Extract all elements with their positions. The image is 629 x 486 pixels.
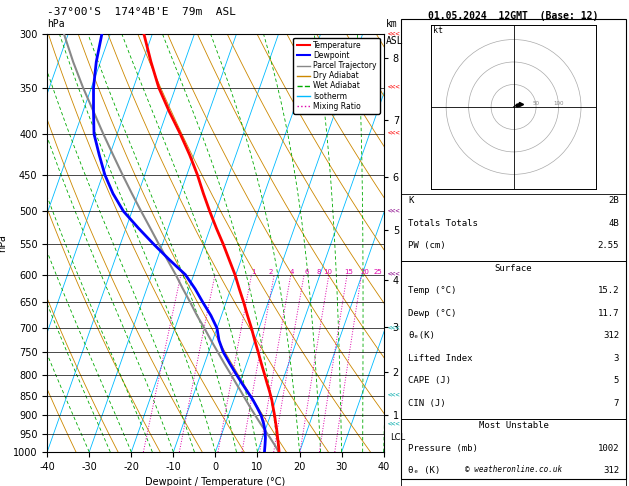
Text: Most Unstable: Most Unstable xyxy=(479,421,548,430)
Text: <<<: <<< xyxy=(388,272,401,278)
Text: 4B: 4B xyxy=(608,219,619,228)
Text: 20: 20 xyxy=(360,269,370,275)
Text: CAPE (J): CAPE (J) xyxy=(408,376,451,385)
Text: 6: 6 xyxy=(304,269,308,275)
Text: 100: 100 xyxy=(554,102,564,106)
Text: <<<: <<< xyxy=(388,393,401,399)
Text: hPa: hPa xyxy=(47,19,65,30)
Text: 25: 25 xyxy=(374,269,382,275)
Text: 7: 7 xyxy=(614,399,619,408)
Text: Surface: Surface xyxy=(495,264,532,273)
Text: 15: 15 xyxy=(344,269,353,275)
Text: <<<: <<< xyxy=(388,31,401,37)
Text: <<<: <<< xyxy=(388,131,401,137)
Text: 4: 4 xyxy=(289,269,294,275)
Text: Dewp (°C): Dewp (°C) xyxy=(408,309,457,318)
Text: <<<: <<< xyxy=(388,208,401,214)
X-axis label: Dewpoint / Temperature (°C): Dewpoint / Temperature (°C) xyxy=(145,477,286,486)
Text: Pressure (mb): Pressure (mb) xyxy=(408,444,478,453)
Text: ASL: ASL xyxy=(386,36,403,47)
Text: LCL: LCL xyxy=(391,434,406,442)
Text: PW (cm): PW (cm) xyxy=(408,241,446,250)
Text: 2.55: 2.55 xyxy=(598,241,619,250)
Text: 11.7: 11.7 xyxy=(598,309,619,318)
Text: km: km xyxy=(386,19,398,30)
Text: 2: 2 xyxy=(269,269,273,275)
Text: © weatheronline.co.uk: © weatheronline.co.uk xyxy=(465,465,562,474)
Text: -37°00'S  174°4B'E  79m  ASL: -37°00'S 174°4B'E 79m ASL xyxy=(47,7,236,17)
Text: <<<: <<< xyxy=(388,85,401,90)
Text: kt: kt xyxy=(433,26,443,35)
Text: θₑ(K): θₑ(K) xyxy=(408,331,435,340)
Text: Totals Totals: Totals Totals xyxy=(408,219,478,228)
Text: Lifted Index: Lifted Index xyxy=(408,354,472,363)
Text: 312: 312 xyxy=(603,331,619,340)
Text: 5: 5 xyxy=(614,376,619,385)
Text: 10: 10 xyxy=(323,269,331,275)
Text: CIN (J): CIN (J) xyxy=(408,399,446,408)
Text: 1002: 1002 xyxy=(598,444,619,453)
Text: 1: 1 xyxy=(252,269,256,275)
Text: θₑ (K): θₑ (K) xyxy=(408,466,440,475)
Y-axis label: hPa: hPa xyxy=(0,234,8,252)
Text: 15.2: 15.2 xyxy=(598,286,619,295)
Legend: Temperature, Dewpoint, Parcel Trajectory, Dry Adiabat, Wet Adiabat, Isotherm, Mi: Temperature, Dewpoint, Parcel Trajectory… xyxy=(294,38,380,114)
Text: 50: 50 xyxy=(533,102,540,106)
Text: 2B: 2B xyxy=(608,196,619,205)
Text: 01.05.2024  12GMT  (Base: 12): 01.05.2024 12GMT (Base: 12) xyxy=(428,11,599,21)
Text: <<<: <<< xyxy=(388,325,401,331)
Text: <<<: <<< xyxy=(388,422,401,428)
Text: 312: 312 xyxy=(603,466,619,475)
Text: 8: 8 xyxy=(316,269,321,275)
Text: K: K xyxy=(408,196,413,205)
Text: 3: 3 xyxy=(614,354,619,363)
Text: Temp (°C): Temp (°C) xyxy=(408,286,457,295)
